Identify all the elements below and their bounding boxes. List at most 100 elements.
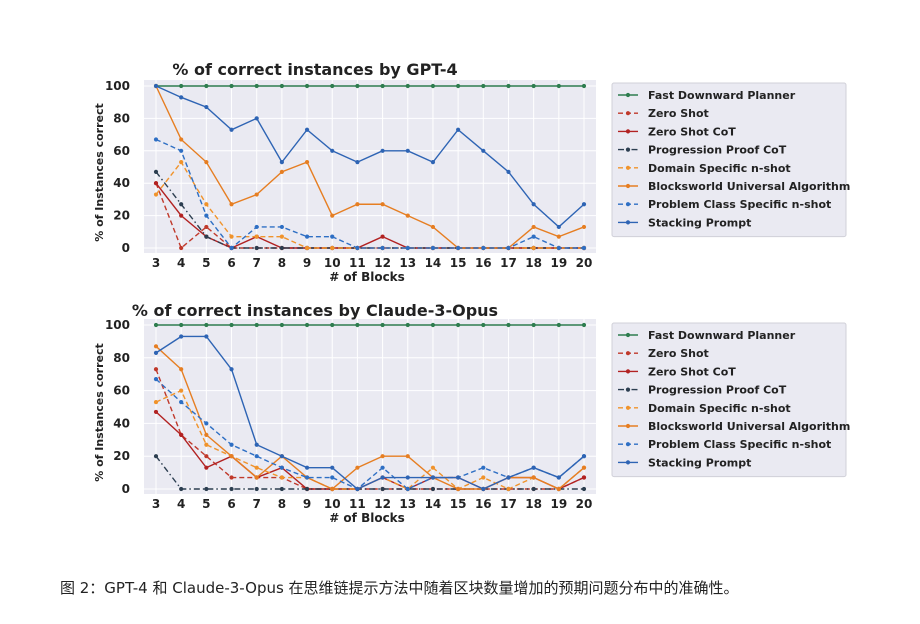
data-point [229,454,234,459]
x-tick-label: 5 [202,256,210,270]
legend-marker [625,351,631,356]
x-tick-label: 4 [177,497,185,511]
x-tick-label: 14 [425,256,442,270]
data-point [506,322,511,328]
series-line [155,85,585,249]
data-point [279,454,284,459]
data-point [204,224,209,230]
data-point [380,322,385,328]
data-point [430,486,436,492]
data-point [254,116,259,121]
data-point [430,465,436,470]
legend-marker [625,129,631,134]
legend-entry: Zero Shot [648,347,709,360]
data-point [456,475,461,480]
data-point [456,245,461,251]
data-point [380,465,385,470]
series-line [155,335,585,490]
data-point [254,486,259,492]
data-point [153,322,159,328]
data-point [179,322,184,328]
x-tick-label: 8 [278,256,286,270]
legend-marker [625,165,631,170]
plot-area [144,319,596,494]
data-point [204,432,209,437]
data-point [581,202,587,207]
data-point [204,322,209,328]
data-point [153,377,159,382]
series-line [155,182,584,249]
data-point [506,83,511,89]
data-point [153,367,159,372]
data-point [279,234,284,239]
data-point [531,475,536,480]
data-point [556,245,561,251]
data-point [506,475,511,480]
data-point [179,95,184,100]
data-point [581,224,587,230]
data-point [229,367,234,372]
data-point [179,202,184,207]
data-point [153,399,159,405]
data-point [531,322,536,328]
data-point [481,83,486,89]
data-point [581,245,587,251]
y-tick-label: 0 [122,241,130,255]
data-point [204,334,209,339]
data-point [204,234,209,239]
chart-title: % of correct instances by GPT-4 [172,60,457,79]
data-point [531,202,536,207]
data-point [179,213,184,218]
x-tick-label: 14 [425,497,442,511]
data-point [456,486,461,492]
data-point [506,169,511,174]
data-point [556,83,561,89]
legend-marker [625,92,631,98]
data-point [430,322,436,328]
data-point [279,83,284,89]
data-point [355,322,360,328]
x-tick-label: 13 [399,497,416,511]
data-point [405,486,410,492]
data-point [254,454,259,459]
data-point [179,137,184,142]
x-tick-label: 19 [550,256,567,270]
y-tick-label: 0 [122,482,130,496]
data-point [204,421,209,426]
x-tick-label: 18 [525,256,542,270]
data-point [330,245,335,251]
series-line [155,138,584,250]
data-point [153,137,159,142]
data-point [204,442,209,447]
data-point [405,83,410,89]
data-point [179,486,184,492]
x-tick-label: 10 [324,256,341,270]
y-tick-label: 40 [113,416,130,430]
x-tick-label: 7 [253,497,261,511]
figure: % of correct instances by GPT-4020406080… [93,60,850,525]
x-tick-label: 10 [324,497,341,511]
data-point [556,224,561,230]
data-point [304,83,310,89]
data-point [531,234,536,239]
series-stacking-prompt [153,83,587,230]
x-tick-label: 11 [349,497,366,511]
data-point [153,454,159,459]
data-point [304,322,310,328]
x-tick-label: 8 [278,497,286,511]
data-point [430,160,436,165]
legend-entry: Zero Shot CoT [648,365,736,378]
x-tick-label: 15 [450,256,467,270]
data-point [179,399,184,405]
data-point [380,202,385,207]
x-tick-label: 19 [550,497,567,511]
data-point [229,486,234,492]
data-point [405,475,410,480]
legend-entry: Progression Proof CoT [648,384,787,397]
data-point [254,245,259,251]
legend-marker [625,220,631,225]
data-point [430,245,436,251]
data-point [506,486,511,492]
data-point [405,322,410,328]
legend-marker [625,442,631,447]
